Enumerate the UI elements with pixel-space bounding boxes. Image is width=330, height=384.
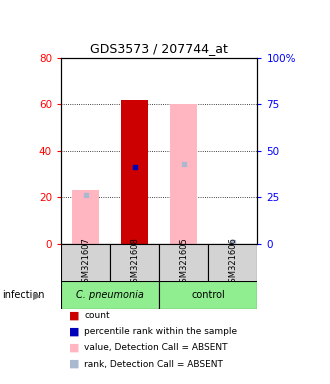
Text: GSM321607: GSM321607 xyxy=(81,238,90,288)
Text: ■: ■ xyxy=(69,327,80,337)
Bar xyxy=(208,244,257,282)
Text: GSM321608: GSM321608 xyxy=(130,238,139,288)
Text: percentile rank within the sample: percentile rank within the sample xyxy=(84,327,237,336)
Bar xyxy=(159,281,257,309)
Bar xyxy=(170,104,197,244)
Bar xyxy=(61,244,110,282)
Text: infection: infection xyxy=(2,290,44,300)
Bar xyxy=(121,99,148,244)
Text: count: count xyxy=(84,311,110,320)
Bar xyxy=(159,244,208,282)
Text: GSM321606: GSM321606 xyxy=(228,238,237,288)
Text: value, Detection Call = ABSENT: value, Detection Call = ABSENT xyxy=(84,343,228,353)
Text: ▶: ▶ xyxy=(33,290,41,300)
Text: GSM321605: GSM321605 xyxy=(179,238,188,288)
Title: GDS3573 / 207744_at: GDS3573 / 207744_at xyxy=(90,42,228,55)
Bar xyxy=(110,244,159,282)
Text: rank, Detection Call = ABSENT: rank, Detection Call = ABSENT xyxy=(84,359,223,369)
Text: C. pneumonia: C. pneumonia xyxy=(76,290,144,300)
Text: ■: ■ xyxy=(69,359,80,369)
Text: ■: ■ xyxy=(69,311,80,321)
Text: ■: ■ xyxy=(69,343,80,353)
Bar xyxy=(72,190,99,244)
Bar xyxy=(61,281,159,309)
Text: control: control xyxy=(191,290,225,300)
